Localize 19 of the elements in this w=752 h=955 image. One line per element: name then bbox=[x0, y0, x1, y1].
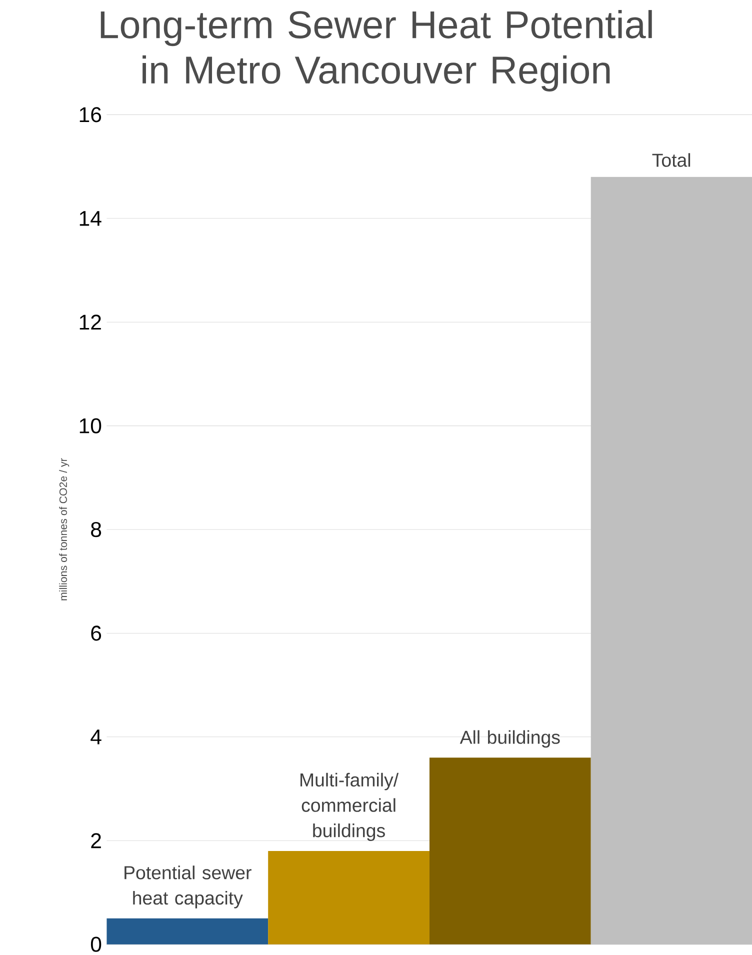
y-axis-title: millions of tonnes of CO2e / yr bbox=[59, 458, 69, 600]
y-tick-label: 2 bbox=[91, 833, 101, 848]
x-tick-label: Total bbox=[652, 153, 690, 167]
y-tick-label: 4 bbox=[90, 730, 102, 744]
x-tick-label: All buildings bbox=[460, 730, 560, 748]
x-tick-label: Potential sewer heat capacity bbox=[124, 866, 252, 908]
y-tick-label: 12 bbox=[80, 314, 101, 330]
y-tick-label: 14 bbox=[80, 211, 102, 226]
y-tick-label: 6 bbox=[91, 626, 101, 641]
bar bbox=[429, 758, 591, 944]
bar bbox=[590, 176, 752, 944]
bar bbox=[268, 850, 430, 944]
x-tick-label: Multi-family/ commercial buildings bbox=[300, 772, 398, 841]
bar bbox=[106, 918, 268, 944]
y-tick-label: 10 bbox=[80, 418, 102, 434]
y-tick-label: 0 bbox=[90, 936, 102, 952]
y-tick-label: 16 bbox=[80, 107, 101, 122]
chart-title: Long-term Sewer Heat Potential in Metro Vancouver Region bbox=[100, 10, 652, 92]
y-tick-label: 8 bbox=[90, 522, 101, 538]
